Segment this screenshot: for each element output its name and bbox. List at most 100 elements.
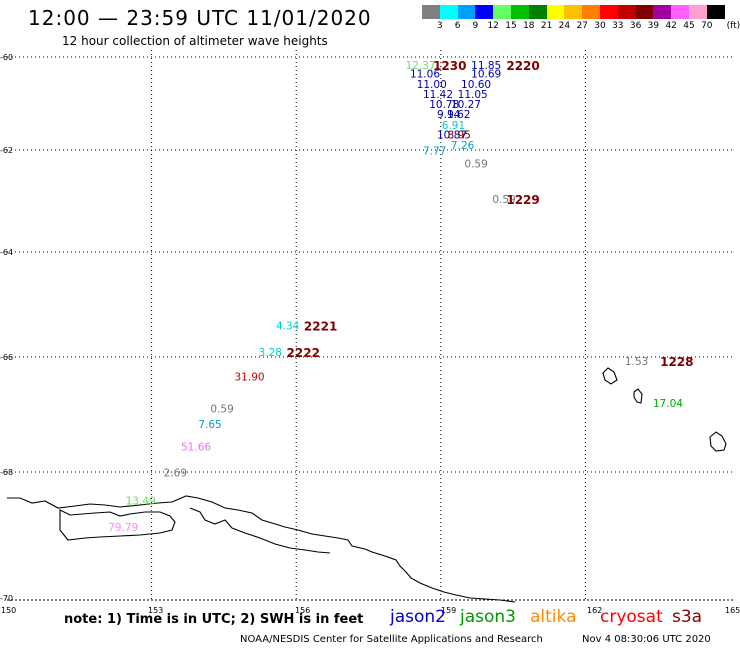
color-scale-label: 15 [505, 21, 517, 31]
wave-height-label: 6.91 [442, 120, 465, 132]
wave-height-label: 2.69 [164, 467, 187, 479]
color-scale-label: 6 [454, 21, 461, 31]
wave-height-label: 10.69 [471, 69, 501, 81]
pass-time-labels: 1230 2220 1229 2221 2222 1228 [287, 59, 694, 369]
color-scale-swatch [422, 5, 440, 19]
color-scale-label: 45 [683, 21, 695, 31]
wave-height-label: 0.59 [464, 159, 487, 171]
wave-height-label: 11.05 [458, 89, 488, 101]
longitude-labels: 150 153 156 159 162 165 [1, 606, 740, 615]
color-scale-swatch [439, 5, 458, 19]
color-scale-swatch [671, 5, 689, 19]
color-scale-label: 36 [629, 21, 642, 31]
legend-cryosat: cryosat [600, 607, 663, 627]
color-scale-label: 18 [523, 21, 535, 31]
pass-time-label: 2222 [287, 346, 320, 360]
wave-height-label: 9.62 [447, 109, 470, 121]
wave-height-label: 10.78 [429, 99, 459, 111]
color-scale-label: 9 [472, 21, 479, 31]
wave-height-label: 7.77 [423, 145, 446, 157]
island-3 [709, 431, 727, 452]
wave-height-label: 8.95 [448, 130, 471, 142]
wave-height-label: 0.59 [210, 404, 233, 416]
color-scale-label: 30 [594, 21, 606, 31]
color-scale-swatch [457, 5, 476, 19]
footnote: note: 1) Time is in UTC; 2) SWH is in fe… [64, 612, 364, 627]
longitude-tick-label: 159 [441, 606, 456, 615]
color-scale-swatch [617, 5, 636, 19]
longitude-tick-label: 156 [295, 606, 310, 615]
wave-height-label: 9.14 [437, 109, 461, 121]
color-scale-unit: (ft) [726, 21, 740, 31]
color-scale-label: 24 [558, 21, 571, 31]
pass-time-label: 1230 [433, 59, 466, 73]
color-scale-label: 70 [701, 21, 713, 31]
wave-height-label: 7.65 [198, 419, 221, 431]
legend-jason2: jason2 [390, 607, 446, 627]
color-scale-label: 3 [436, 21, 443, 31]
wave-height-label: 10.27 [451, 99, 481, 111]
grid-lines [7, 50, 735, 601]
longitude-tick-label: 153 [148, 606, 163, 615]
wave-height-label: 11.06 [410, 69, 440, 81]
pass-time-label: 2221 [304, 319, 337, 333]
wave-height-label: 4.34 [276, 320, 300, 332]
wave-height-label: 12.37 [406, 60, 436, 72]
longitude-tick-label: 162 [587, 606, 602, 615]
coastline [7, 367, 727, 603]
pass-time-label: 1228 [660, 355, 693, 369]
latitude-labels: -60 -62 -64 -66 -68 -70 [0, 53, 13, 603]
color-scale-label: 12 [487, 21, 499, 31]
wave-height-label: 13.49 [126, 495, 156, 507]
wave-height-label: 3.28 [259, 347, 282, 359]
wave-height-label: 10.60 [461, 79, 491, 91]
wave-height-label: 51.66 [181, 442, 211, 454]
color-scale-label: 21 [540, 21, 553, 31]
legend-altika: altika [530, 607, 577, 627]
color-scale-swatch [528, 5, 547, 19]
coastal-inlet [189, 507, 331, 554]
color-scale-swatch [564, 5, 583, 19]
color-scale-swatch [475, 5, 494, 19]
island-1 [602, 367, 618, 385]
color-scale-swatch [582, 5, 600, 19]
island-2 [633, 388, 643, 404]
latitude-tick-label: -64 [0, 248, 13, 257]
latitude-tick-label: -62 [0, 146, 13, 155]
wave-height-label: 11.42 [423, 89, 453, 101]
latitude-tick-label: -66 [0, 353, 13, 362]
color-scale-bar [422, 5, 725, 19]
wave-height-observations: 12.37 11.85 11.06 10.69 11.00 10.60 11.42 11.05… [108, 60, 683, 534]
wave-height-label: 31.90 [235, 371, 265, 383]
page-title: 12:00 — 23:59 UTC 11/01/2020 [28, 6, 372, 30]
wave-height-label: 79.79 [108, 522, 138, 534]
wave-height-label: 0.59 [492, 194, 515, 206]
latitude-tick-label: -60 [0, 53, 13, 62]
latitude-tick-label: -70 [0, 594, 13, 603]
generation-timestamp: Nov 4 08:30:06 UTC 2020 [582, 634, 711, 645]
credit-line: NOAA/NESDIS Center for Satellite Applica… [240, 634, 543, 645]
color-scale-swatch [493, 5, 511, 19]
pass-time-label: 2220 [506, 59, 539, 73]
wave-height-label: 10.87 [437, 130, 467, 142]
color-scale-label: 42 [665, 21, 677, 31]
color-scale-label: 33 [612, 21, 624, 31]
latitude-tick-label: -68 [0, 468, 13, 477]
color-scale-swatch [510, 5, 529, 19]
color-scale-swatch [635, 5, 654, 19]
page-subtitle: 12 hour collection of altimeter wave hei… [62, 34, 328, 48]
wave-height-label: 11.85 [471, 60, 501, 72]
pass-time-label: 1229 [506, 193, 539, 207]
ice-shelf-edge [59, 509, 176, 541]
color-scale-label: 39 [647, 21, 660, 31]
color-scale-swatch [546, 5, 565, 19]
longitude-tick-label: 165 [725, 606, 740, 615]
color-scale-swatch [599, 5, 618, 19]
legend-s3a: s3a [672, 607, 703, 627]
wave-height-label: 11.00 [417, 79, 447, 91]
antarctic-coastline [7, 495, 516, 603]
wave-height-label: 7.26 [451, 140, 475, 152]
wave-height-label: 17.04 [653, 398, 683, 410]
color-scale-swatch [688, 5, 707, 19]
